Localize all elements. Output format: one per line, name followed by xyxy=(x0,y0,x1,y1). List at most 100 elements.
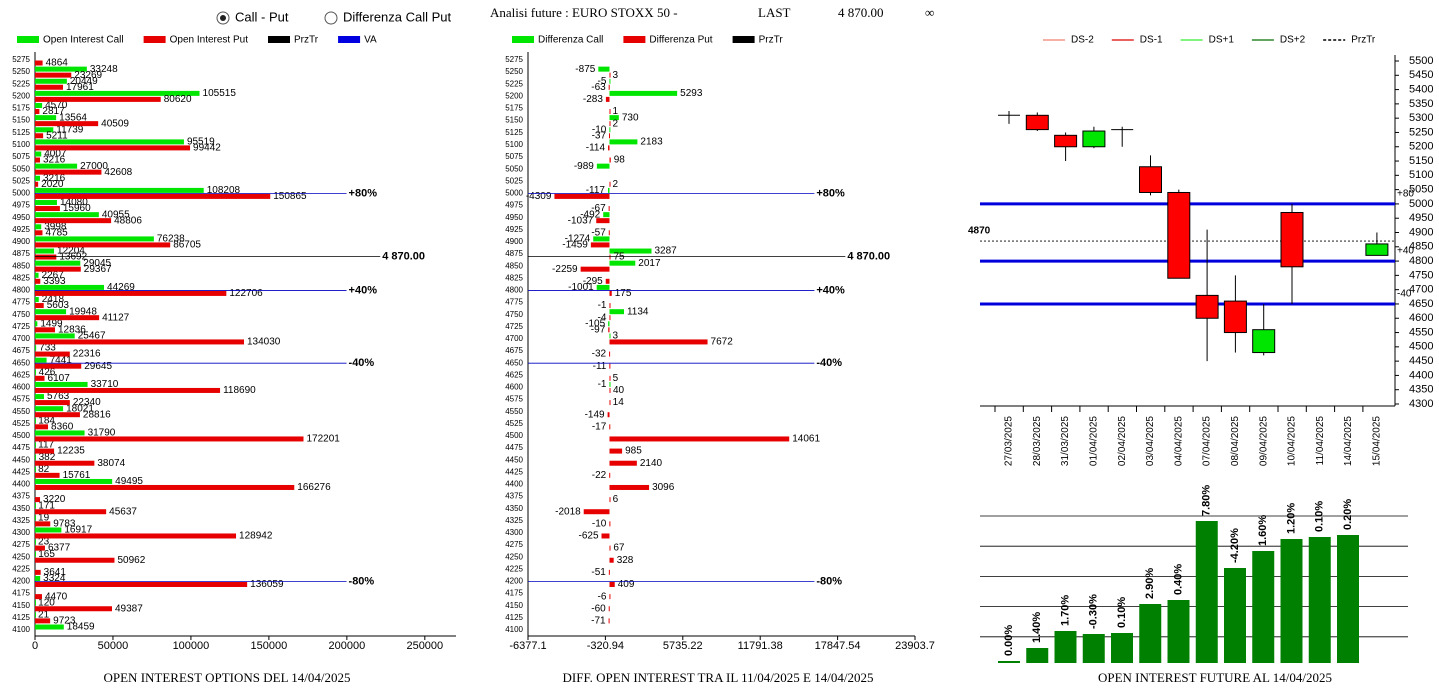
strike-label: 4600 xyxy=(12,383,30,392)
y-tick-label: 5100 xyxy=(1409,169,1433,181)
candle-body xyxy=(1223,300,1247,334)
bar xyxy=(35,266,81,272)
value-label: 76238 xyxy=(157,234,185,245)
strike-label: 4150 xyxy=(505,601,523,610)
value-label: 15960 xyxy=(63,203,91,214)
value-label: 733 xyxy=(39,343,56,354)
candle-body xyxy=(1139,166,1162,193)
bar xyxy=(35,533,237,539)
value-label: 5293 xyxy=(680,88,703,99)
value-label: -295 xyxy=(583,276,603,287)
strike-label: 4275 xyxy=(505,540,523,549)
value-label: 2.90% xyxy=(1144,568,1156,599)
bar xyxy=(35,466,36,472)
value-label: 13564 xyxy=(59,112,87,123)
value-label: 730 xyxy=(622,112,639,123)
last-value: 4 870.00 xyxy=(838,5,884,20)
strike-label: 4325 xyxy=(12,516,30,525)
bar xyxy=(35,472,60,478)
value-label: -283 xyxy=(583,94,603,105)
bar xyxy=(35,339,244,345)
bar xyxy=(35,551,36,557)
value-label: 80620 xyxy=(164,94,192,105)
strike-label: 4100 xyxy=(12,625,30,634)
bar xyxy=(605,96,610,102)
bar xyxy=(609,333,611,339)
value-label: 2183 xyxy=(640,137,663,148)
strike-label: 4775 xyxy=(12,298,30,307)
candle-body xyxy=(1167,191,1191,279)
strike-label: 4925 xyxy=(505,225,523,234)
bar xyxy=(609,400,611,406)
strike-label: 4250 xyxy=(12,552,30,561)
bar xyxy=(35,478,113,484)
strike-label: 4275 xyxy=(12,540,30,549)
value-label: 118690 xyxy=(223,385,256,396)
value-label: -37 xyxy=(592,130,607,141)
bar xyxy=(609,248,652,254)
strike-label: 4625 xyxy=(505,370,523,379)
value-label: 95519 xyxy=(187,137,215,148)
strike-label: 4550 xyxy=(12,407,30,416)
value-label: 42608 xyxy=(104,167,132,178)
x-tick-label: 04/04/2025 xyxy=(1173,416,1184,466)
x-tick-label: 0 xyxy=(32,640,38,652)
bar xyxy=(35,212,99,218)
bar xyxy=(35,387,221,393)
value-label: 29045 xyxy=(83,258,111,269)
strike-label: 4575 xyxy=(12,395,30,404)
value-label: -1 xyxy=(598,379,607,390)
price-label: 4 870.00 xyxy=(382,250,425,262)
value-label: 50962 xyxy=(117,555,145,566)
reference-label: +80% xyxy=(349,187,378,199)
bar xyxy=(35,333,75,339)
bar xyxy=(35,484,295,490)
value-label: 1 xyxy=(613,106,619,117)
strike-label: 4150 xyxy=(12,601,30,610)
y-tick-label: 5050 xyxy=(1409,184,1433,196)
legend-label: Open Interest Call xyxy=(43,35,124,46)
bar xyxy=(35,78,67,84)
y-tick-label: 4350 xyxy=(1409,384,1433,396)
value-label: -5 xyxy=(598,76,607,87)
value-label: 5603 xyxy=(47,300,70,311)
x-tick-label: 10/04/2025 xyxy=(1287,416,1298,466)
value-label: 3324 xyxy=(43,573,66,584)
strike-label: 4125 xyxy=(505,613,523,622)
strike-label: 5200 xyxy=(505,91,523,100)
value-label: 4470 xyxy=(45,591,68,602)
bar xyxy=(35,200,57,206)
value-label: 82 xyxy=(38,464,50,475)
value-label: 128942 xyxy=(239,531,273,542)
bar xyxy=(609,157,611,163)
bar xyxy=(1111,633,1133,663)
value-label: 1.40% xyxy=(1031,612,1043,643)
legend-label: DS+2 xyxy=(1280,35,1306,46)
strike-label: 4300 xyxy=(505,528,523,537)
bar xyxy=(35,145,191,151)
legend-label: PrzTr xyxy=(294,35,319,46)
bar xyxy=(35,157,41,163)
radio-diff[interactable] xyxy=(324,11,338,25)
bar xyxy=(35,448,55,454)
y-tick-label: 5450 xyxy=(1409,69,1433,81)
strike-label: 4700 xyxy=(505,334,523,343)
strike-label: 4400 xyxy=(12,480,30,489)
bar xyxy=(609,339,708,345)
value-label: -71 xyxy=(591,616,606,627)
bar xyxy=(609,363,611,369)
bar xyxy=(35,430,85,436)
value-label: 426 xyxy=(39,367,56,378)
bar xyxy=(35,394,44,400)
value-label: 15761 xyxy=(63,470,91,481)
value-label: -32 xyxy=(592,349,607,360)
strike-label: 4450 xyxy=(12,455,30,464)
x-tick-label: 17847.54 xyxy=(815,640,861,652)
bar xyxy=(35,290,227,296)
value-label: -1274 xyxy=(565,234,591,245)
bar xyxy=(35,242,171,248)
value-label: 5 xyxy=(613,373,619,384)
bar xyxy=(35,369,36,375)
strike-label: 5175 xyxy=(12,104,30,113)
value-label: -875 xyxy=(575,64,595,75)
